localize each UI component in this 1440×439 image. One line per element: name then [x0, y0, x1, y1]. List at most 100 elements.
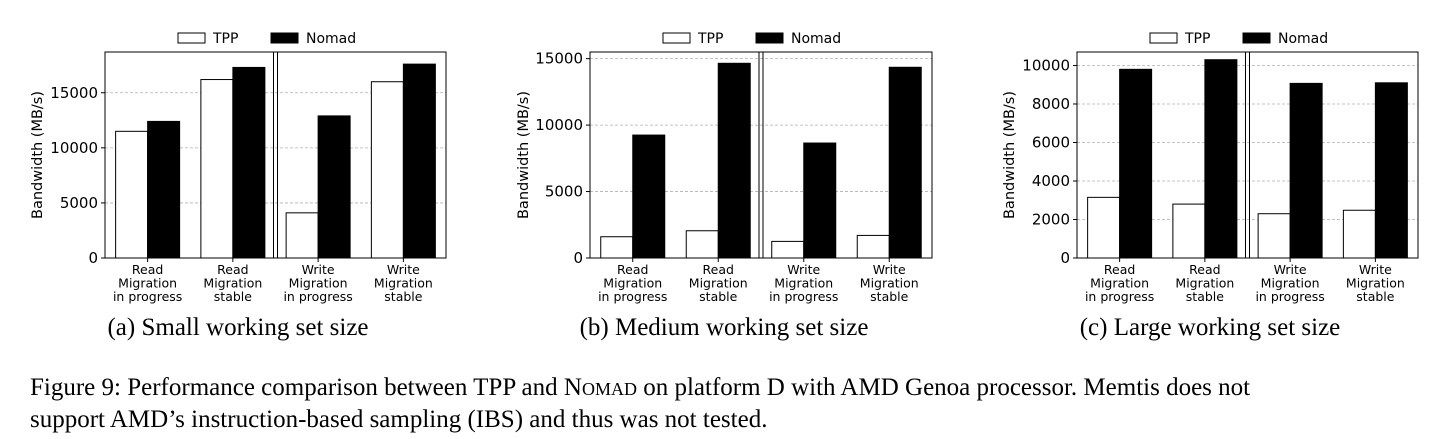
y-tick-label: 5000	[60, 194, 98, 212]
figure-caption-line-1: Figure 9: Performance comparison between…	[30, 372, 1430, 404]
legend-swatch-nomad	[1242, 32, 1271, 44]
x-tick-label: Migration	[289, 276, 348, 291]
plot-frame	[104, 51, 447, 259]
y-tick-label: 4000	[1032, 172, 1070, 190]
x-tick-label: stable	[384, 289, 422, 304]
y-tick-label: 15000	[50, 84, 98, 102]
y-axis-label: Bandwidth (MB/s)	[516, 91, 532, 219]
bar-tpp-4	[370, 81, 404, 259]
x-tick-label: in progress	[1255, 289, 1324, 304]
x-tick-label: Migration	[1090, 276, 1149, 291]
legend-swatch-tpp	[662, 32, 691, 44]
x-tick-label: Read	[617, 262, 648, 277]
bar-nomad-3	[1289, 82, 1323, 259]
bar-nomad-4	[402, 63, 436, 259]
bar-tpp-4	[1342, 209, 1376, 259]
y-tick-label: 10000	[1022, 56, 1070, 74]
subcaption: (b) Medium working set size	[580, 314, 869, 341]
bar-tpp-1	[115, 130, 149, 259]
x-tick-label: in progress	[598, 289, 667, 304]
legend-label-tpp: TPP	[212, 31, 238, 47]
y-axis-label: Bandwidth (MB/s)	[1002, 91, 1018, 219]
bar-nomad-1	[632, 134, 666, 259]
y-tick-label: 10000	[535, 116, 583, 134]
x-tick-label: in progress	[769, 289, 838, 304]
legend-swatch-nomad	[270, 32, 299, 44]
x-tick-label: Write	[302, 262, 335, 277]
bar-nomad-3	[803, 142, 837, 259]
bar-tpp-2	[685, 230, 719, 259]
x-tick-label: in progress	[113, 289, 182, 304]
x-tick-label: Migration	[374, 276, 433, 291]
x-tick-label: Write	[1274, 262, 1307, 277]
x-tick-label: Write	[387, 262, 420, 277]
x-tick-label: in progress	[283, 289, 352, 304]
y-axis-label: Bandwidth (MB/s)	[30, 91, 46, 219]
legend-label-nomad: Nomad	[791, 31, 841, 47]
y-tick-label: 0	[88, 249, 98, 267]
x-tick-label: Migration	[1346, 276, 1405, 291]
x-tick-label: Write	[787, 262, 820, 277]
x-tick-label: in progress	[1085, 289, 1154, 304]
x-tick-label: Migration	[118, 276, 177, 291]
bar-nomad-4	[1374, 82, 1408, 259]
bar-nomad-2	[1204, 59, 1238, 259]
legend-label-nomad: Nomad	[306, 31, 356, 47]
bar-nomad-2	[717, 62, 751, 259]
caption-system-name: Nomad	[563, 374, 637, 401]
plot-frame	[1076, 51, 1419, 259]
caption-text-a: Figure 9: Performance comparison between…	[30, 374, 564, 401]
y-tick-label: 15000	[535, 50, 583, 68]
bar-tpp-3	[285, 212, 319, 259]
x-tick-label: Write	[1359, 262, 1392, 277]
x-tick-label: Read	[217, 262, 248, 277]
subcaption: (a) Small working set size	[107, 314, 368, 341]
legend-label-tpp: TPP	[1184, 31, 1210, 47]
legend-swatch-tpp	[1149, 32, 1178, 44]
y-tick-label: 2000	[1032, 210, 1070, 228]
x-tick-label: stable	[870, 289, 908, 304]
x-tick-label: Read	[1104, 262, 1135, 277]
legend-label-nomad: Nomad	[1278, 31, 1328, 47]
plot-frame	[589, 51, 933, 259]
figure-caption-line-2: support AMD’s instruction-based sampling…	[30, 406, 768, 433]
x-tick-label: Migration	[1175, 276, 1234, 291]
bar-tpp-4	[856, 234, 890, 259]
x-tick-label: Migration	[774, 276, 833, 291]
x-tick-label: Write	[873, 262, 906, 277]
bar-tpp-1	[1087, 196, 1121, 259]
bar-tpp-1	[600, 236, 634, 259]
legend-label-tpp: TPP	[697, 31, 723, 47]
x-tick-label: Migration	[203, 276, 262, 291]
y-tick-label: 6000	[1032, 133, 1070, 151]
x-tick-label: stable	[1356, 289, 1394, 304]
y-tick-label: 10000	[50, 139, 98, 157]
x-tick-label: stable	[1186, 289, 1224, 304]
bar-nomad-4	[888, 66, 922, 259]
x-tick-label: Migration	[860, 276, 919, 291]
subcaption: (c) Large working set size	[1080, 314, 1341, 341]
caption-text-c: on platform D with AMD Genoa processor. …	[636, 374, 1251, 401]
x-tick-label: Read	[132, 262, 163, 277]
x-tick-label: stable	[699, 289, 737, 304]
bar-tpp-2	[1172, 203, 1206, 259]
x-tick-label: Migration	[1261, 276, 1320, 291]
x-tick-label: Migration	[689, 276, 748, 291]
bar-nomad-2	[232, 66, 266, 259]
bar-tpp-2	[200, 79, 234, 259]
bar-tpp-3	[771, 240, 805, 259]
y-tick-label: 0	[1060, 249, 1070, 267]
x-tick-label: Read	[1189, 262, 1220, 277]
bar-nomad-1	[147, 120, 181, 259]
y-tick-label: 8000	[1032, 95, 1070, 113]
x-tick-label: stable	[214, 289, 252, 304]
bar-tpp-3	[1257, 213, 1291, 259]
bar-nomad-3	[317, 115, 351, 259]
x-tick-label: Migration	[603, 276, 662, 291]
bar-nomad-1	[1119, 68, 1153, 259]
x-tick-label: Read	[703, 262, 734, 277]
